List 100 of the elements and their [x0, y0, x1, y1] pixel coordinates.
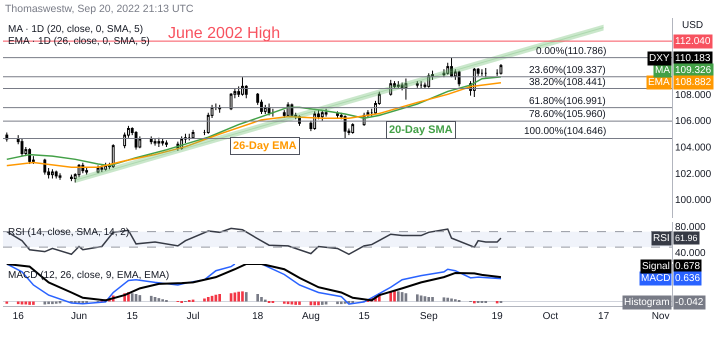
bar [420, 295, 422, 302]
bar [317, 301, 320, 306]
candlestick [188, 133, 191, 141]
x-tick-label: 16 [12, 310, 24, 322]
ref-line-label: 100.00%(104.646) [524, 126, 606, 137]
bar [58, 300, 62, 304]
annotation: 26-Day EMA [233, 140, 297, 152]
candlestick [192, 129, 194, 140]
text: 108.882 [675, 77, 712, 88]
bar [244, 292, 248, 302]
candlestick [54, 170, 58, 180]
candlestick [218, 104, 222, 114]
text: 109.326 [675, 65, 712, 76]
bar [158, 298, 160, 302]
bar [234, 292, 236, 302]
candlestick [230, 92, 232, 111]
candlestick [416, 80, 419, 88]
candlestick [336, 110, 339, 118]
bar [431, 296, 434, 302]
bar [237, 292, 240, 302]
text: 0.636 [675, 273, 700, 284]
bar [404, 293, 408, 302]
legend-label: EMA [648, 77, 670, 88]
candlestick [134, 130, 138, 150]
bar [150, 296, 153, 302]
legend-label: DXY [649, 53, 670, 64]
candlestick [241, 76, 244, 96]
text: 0.678 [675, 261, 700, 272]
x-tick-label: 17 [598, 310, 610, 322]
candlestick [324, 108, 328, 118]
candlestick [70, 174, 73, 182]
bar [32, 301, 35, 305]
candlestick [50, 168, 54, 180]
bar [218, 294, 221, 302]
ref-line-label: June 2002 High [168, 25, 280, 42]
bar [446, 298, 450, 302]
ref-line-label: 78.60%(105.960) [529, 109, 606, 120]
bar [20, 301, 24, 304]
bar [138, 295, 142, 302]
bar [43, 301, 46, 304]
ref-line-label: 0.00%(110.786) [536, 46, 606, 57]
bar [28, 301, 31, 305]
x-tick-label: Aug [302, 310, 320, 322]
bar [230, 293, 232, 302]
bar [214, 294, 218, 302]
bar [130, 293, 134, 302]
candlestick [458, 70, 461, 87]
text: 112.040 [675, 36, 711, 47]
bar [256, 294, 260, 302]
y-tick-label: 106.000 [675, 116, 712, 128]
bar [206, 296, 210, 302]
candlestick [420, 80, 423, 90]
legend-label: MACD [641, 273, 670, 284]
y-axis-title: USD [682, 20, 704, 31]
ref-line-label: 38.20%(108.441) [529, 77, 606, 88]
legend-label: Histogram [624, 297, 670, 308]
x-tick-label: Nov [652, 310, 670, 322]
text: -0.042 [675, 297, 704, 308]
candlestick [351, 122, 354, 134]
bar [400, 292, 404, 302]
y-tick-label: 102.000 [675, 168, 712, 180]
text: Thomaswestw, Sep 20, 2022 21:13 UTC [5, 3, 194, 15]
candlestick [100, 164, 104, 172]
candlestick [165, 140, 168, 148]
bar [298, 301, 301, 305]
bar [320, 301, 324, 305]
legend-label: Signal [642, 261, 670, 272]
line-series [6, 228, 502, 255]
bar [393, 290, 396, 302]
x-tick-label: 18 [252, 310, 264, 322]
candlestick [20, 138, 24, 157]
bar [473, 300, 476, 304]
candlestick [484, 67, 488, 78]
y-tick-label: 80.000 [675, 222, 706, 234]
x-tick-label: Jun [70, 310, 88, 322]
bar [203, 298, 206, 302]
bar [496, 300, 498, 304]
candlestick [161, 138, 164, 146]
candlestick [500, 64, 502, 76]
y-tick-label: 104.000 [675, 142, 712, 154]
bar [290, 301, 294, 304]
candlestick [404, 78, 408, 100]
candlestick [58, 172, 62, 180]
annotation: 20-Day SMA [389, 124, 453, 136]
x-tick-label: 15 [126, 310, 138, 322]
y-tick-label: 100.000 [675, 195, 712, 206]
bar [450, 298, 453, 302]
x-tick-label: Oct [542, 310, 558, 322]
bar [154, 296, 156, 302]
candlestick [268, 103, 271, 116]
text: 61.96 [675, 233, 698, 243]
bar [424, 296, 426, 302]
candlestick [214, 103, 218, 111]
ref-line-label: 23.60%(109.337) [529, 65, 606, 76]
bar [51, 301, 54, 304]
x-tick-label: 15 [358, 310, 370, 322]
x-tick-label: Sep [420, 310, 438, 322]
bar [336, 301, 339, 304]
bar [427, 296, 430, 302]
y-tick-label: 108.000 [675, 90, 712, 101]
